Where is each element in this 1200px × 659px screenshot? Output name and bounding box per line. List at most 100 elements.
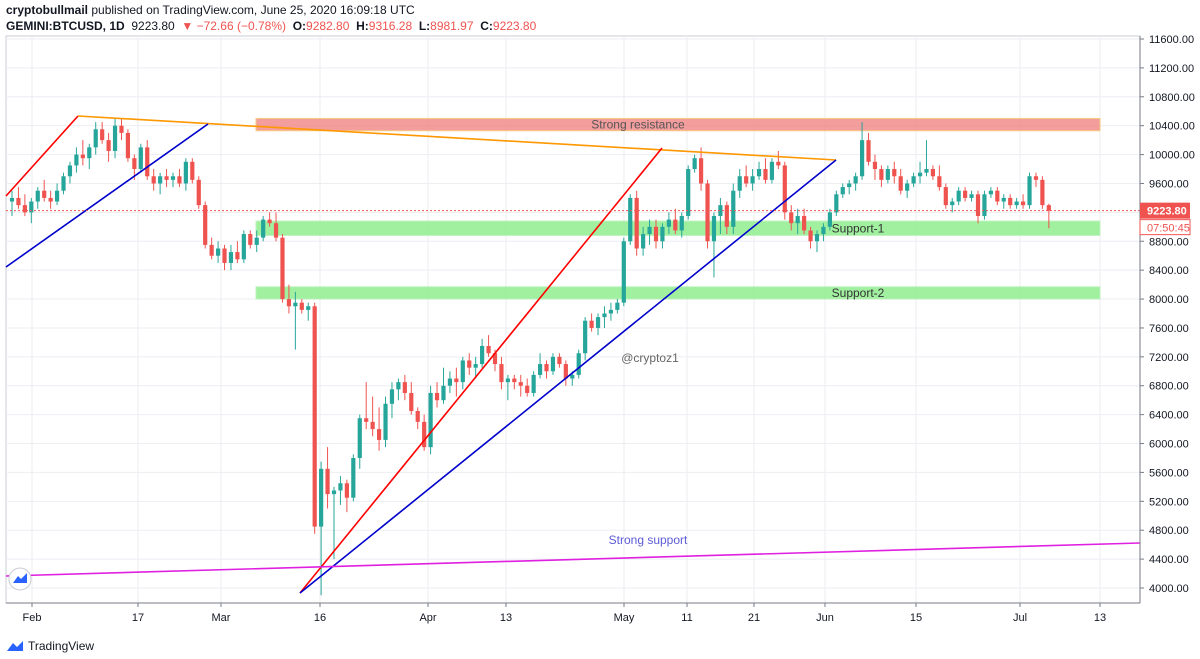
candle-up bbox=[756, 169, 762, 177]
overlays: Strong resistance Support-1 Support-2 Stron… bbox=[6, 118, 1140, 591]
y-tick-label: 8400.00 bbox=[1149, 265, 1189, 277]
candle-down bbox=[776, 161, 781, 166]
y-tick-label: 6800.00 bbox=[1149, 381, 1189, 393]
publisher-name[interactable]: cryptobullmail bbox=[6, 3, 89, 17]
candle-up bbox=[840, 187, 845, 195]
open-label: O: bbox=[292, 19, 307, 33]
trend-line-red-1 bbox=[5, 115, 79, 197]
y-tick-label: 10000.00 bbox=[1149, 150, 1195, 162]
candle-down bbox=[705, 183, 710, 242]
candle-up bbox=[679, 215, 684, 231]
candle-up bbox=[531, 374, 536, 393]
candle-up bbox=[924, 169, 929, 173]
candle-down bbox=[525, 385, 530, 393]
candle-down bbox=[164, 176, 169, 180]
x-tick-label: 11 bbox=[681, 612, 692, 624]
candle-down bbox=[409, 392, 414, 412]
tradingview-footer[interactable]: TradingView bbox=[6, 639, 94, 653]
last-price: 9223.80 bbox=[131, 19, 175, 33]
candle-up bbox=[112, 125, 118, 151]
close-label: C: bbox=[480, 19, 493, 33]
candle-up bbox=[615, 302, 620, 310]
candle-down bbox=[151, 176, 156, 184]
candle-up bbox=[306, 306, 311, 310]
open-value: 9282.80 bbox=[306, 19, 350, 33]
candle-up bbox=[357, 418, 362, 458]
candle-up bbox=[319, 468, 324, 527]
x-tick-label: 17 bbox=[132, 612, 144, 624]
candle-down bbox=[203, 205, 208, 245]
zone-label-resistance: Strong resistance bbox=[591, 118, 685, 132]
candle-down bbox=[273, 223, 279, 238]
candle-up bbox=[859, 140, 865, 177]
candle-down bbox=[724, 205, 729, 227]
candle-down bbox=[943, 187, 948, 206]
candle-up bbox=[686, 169, 691, 216]
candle-down bbox=[42, 190, 47, 198]
candle-up bbox=[583, 320, 588, 354]
candle-down bbox=[930, 169, 936, 177]
candle-down bbox=[454, 378, 459, 383]
candle-down bbox=[673, 219, 678, 231]
candle-down bbox=[557, 356, 562, 365]
candle-down bbox=[286, 299, 292, 307]
candle-up bbox=[750, 176, 755, 184]
candle-down bbox=[802, 215, 807, 231]
candle-up bbox=[969, 194, 974, 198]
y-tick-label: 5600.00 bbox=[1149, 467, 1189, 479]
candle-up bbox=[641, 234, 646, 249]
candle-up bbox=[608, 309, 614, 314]
candle-up bbox=[505, 378, 510, 383]
candle-up bbox=[351, 457, 356, 498]
candle-down bbox=[22, 205, 27, 213]
candle-down bbox=[434, 392, 440, 401]
trend-line-blue-1 bbox=[5, 123, 209, 268]
price-axis[interactable]: 4000.00 4400.00 4800.00 5200.00 5600.00 6000.… bbox=[1139, 34, 1195, 603]
candle-up bbox=[550, 356, 556, 372]
y-tick-label: 8800.00 bbox=[1149, 236, 1189, 248]
x-tick-label: Mar bbox=[212, 612, 231, 624]
candle-down bbox=[364, 418, 369, 422]
close-value: 9223.80 bbox=[492, 19, 537, 33]
candle-down bbox=[563, 364, 568, 379]
candle-up bbox=[647, 226, 652, 235]
candle-up bbox=[834, 194, 839, 213]
candle-down bbox=[995, 190, 1000, 202]
candle-up bbox=[389, 389, 395, 404]
candle-up bbox=[911, 176, 916, 184]
ohlc-legend: GEMINI:BTCUSD, 1D 9223.80 ▼ −72.66 (−0.7… bbox=[6, 19, 536, 33]
candle-down bbox=[422, 421, 427, 448]
candle-down bbox=[518, 382, 523, 386]
candle-up bbox=[570, 374, 575, 379]
candle-up bbox=[731, 190, 736, 227]
candle-up bbox=[821, 226, 826, 235]
candle-down bbox=[898, 176, 903, 191]
candle-up bbox=[170, 176, 176, 180]
high-value: 9316.28 bbox=[368, 19, 413, 33]
countdown-badge bbox=[1139, 219, 1191, 236]
candle-down bbox=[1033, 176, 1039, 180]
candle-up bbox=[183, 161, 188, 184]
candle-up bbox=[666, 219, 671, 227]
last-price-label: 9223.80 bbox=[1147, 206, 1187, 218]
candle-up bbox=[241, 234, 246, 260]
candle-down bbox=[467, 360, 472, 368]
candle-down bbox=[872, 161, 878, 170]
time-axis[interactable]: Feb 17 Mar 16 Apr 13 May 11 21 Jun 15 Jul 13 bbox=[6, 602, 1140, 624]
y-tick-label: 11200.00 bbox=[1149, 63, 1194, 75]
candle-up bbox=[950, 201, 955, 206]
candle-down bbox=[763, 169, 768, 180]
candle-up bbox=[35, 190, 40, 202]
candle-down bbox=[267, 219, 272, 224]
symbol-label: GEMINI:BTCUSD, 1D bbox=[6, 19, 125, 33]
candle-down bbox=[280, 237, 285, 300]
tradingview-plot-logo-icon bbox=[8, 567, 32, 591]
candle-down bbox=[744, 176, 749, 184]
plot-logo-mark bbox=[13, 573, 27, 583]
candle-up bbox=[396, 382, 401, 390]
candle-up bbox=[383, 403, 388, 440]
y-tick-label: 7600.00 bbox=[1149, 323, 1189, 335]
price-change: ▼ −72.66 (−0.78%) bbox=[181, 19, 287, 33]
candle-down bbox=[177, 176, 182, 184]
